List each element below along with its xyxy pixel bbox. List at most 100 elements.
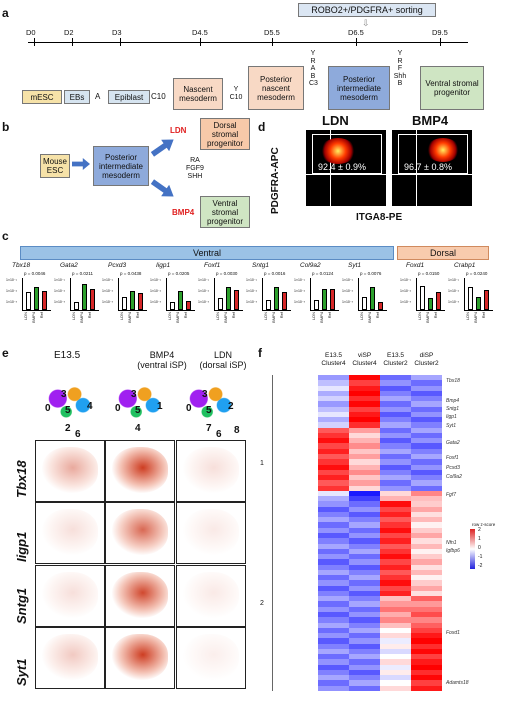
heatmap-cell — [411, 617, 442, 624]
factors-label: RA FGF9 SHH — [186, 157, 204, 180]
day-tick — [34, 38, 35, 46]
qpcr-ytick: 1×10⁻¹ — [198, 278, 209, 282]
heatmap-cell — [349, 596, 380, 602]
dendro-line — [272, 375, 273, 691]
heatmap-cell — [318, 543, 349, 550]
qpcr-bar — [362, 296, 367, 310]
heatmap-cell — [411, 559, 442, 566]
ventral-band: Ventral — [20, 246, 394, 260]
qpcr-ytick: 1×10⁻² — [102, 289, 113, 293]
qpcr-xlabel: BMP4 — [367, 312, 372, 323]
qpcr-ytick: 1×10⁻³ — [400, 300, 411, 304]
treat-a: A — [95, 92, 101, 101]
gene-title: Iigp1 — [156, 262, 171, 269]
qpcr-xlabel: Ref — [135, 312, 140, 319]
heatmap-cell — [411, 385, 442, 392]
heatmap-cell — [411, 527, 442, 534]
qpcr-xlabel: LDN — [71, 312, 76, 321]
qpcr-ytick: 1×10⁻¹ — [294, 278, 305, 282]
day-tick — [356, 38, 357, 46]
day-label: D2 — [64, 28, 74, 37]
heatmap-cell — [318, 406, 349, 413]
heatmap-cell — [380, 654, 411, 660]
heatmap-cell — [411, 459, 442, 466]
heatmap-cell — [318, 438, 349, 444]
heatmap-cell — [349, 654, 380, 660]
qpcr-ytick: 1×10⁻² — [198, 289, 209, 293]
p-value: p = 0.0124 — [312, 271, 334, 276]
heatmap-gene-label: Tbx18 — [446, 378, 460, 384]
heatmap-cell — [349, 517, 380, 523]
zscore-tick: -1 — [478, 554, 483, 560]
heatmap-cell — [411, 533, 442, 539]
heatmap-cell — [411, 548, 442, 555]
qpcr-bar — [34, 286, 39, 310]
heatmap-gene-label: Bmp4 — [446, 398, 460, 404]
day-label: D9.5 — [432, 28, 448, 37]
flow-hline — [306, 174, 386, 175]
cluster-label: 3 — [61, 389, 67, 400]
heatmap-cell — [380, 406, 411, 413]
heatmap-cell — [411, 627, 442, 634]
row-group-2: 2 — [260, 600, 264, 607]
heatmap-cell — [411, 454, 442, 460]
stage-mesc: mESC — [22, 90, 62, 104]
qpcr-xlabel: BMP4 — [175, 312, 180, 323]
heatmap-cell — [349, 417, 380, 423]
umap-cloud — [111, 381, 167, 425]
heatmap-cell — [349, 680, 380, 687]
heatmap-cell — [380, 648, 411, 655]
treat-yrfshhb: Y R F Shh B — [393, 50, 407, 87]
heatmap-cell — [349, 569, 380, 576]
p-value: p = 0.0150 — [418, 271, 440, 276]
heatmap-cell — [349, 475, 380, 481]
qpcr-ytick: 1×10⁻² — [448, 289, 459, 293]
heatmap-cell — [349, 559, 380, 566]
heatmap-cell — [411, 538, 442, 545]
qpcr-bar — [274, 286, 279, 310]
qpcr-xlabel: Ref — [231, 312, 236, 319]
cluster-label: 8 — [234, 425, 240, 436]
qpcr-ytick: 1×10⁻¹ — [6, 278, 17, 282]
umap-panel — [176, 440, 246, 502]
qpcr-bar — [130, 290, 135, 310]
heatmap-cell — [411, 522, 442, 529]
qpcr-bar — [266, 299, 271, 310]
heatmap-cell — [349, 490, 380, 497]
arrow-to-pim — [72, 158, 90, 170]
heatmap-cell — [349, 480, 380, 487]
heatmap-cell — [349, 469, 380, 476]
qpcr-xlabel: Ref — [279, 312, 284, 319]
cluster-label: 4 — [87, 401, 93, 412]
heatmap-cell — [411, 496, 442, 502]
flow-plot-bmp4: 96.7 ± 0.8% — [392, 130, 472, 206]
heatmap-cell — [349, 375, 380, 381]
qpcr-bar — [82, 283, 87, 310]
heatmap-cell — [380, 559, 411, 566]
heatmap-cell — [380, 464, 411, 471]
flow-ylabel: PDGFRA-APC — [270, 147, 281, 214]
cluster-label: 2 — [65, 423, 71, 434]
heatmap-cell — [380, 506, 411, 513]
heatmap-cell — [411, 517, 442, 523]
umap-panel — [35, 440, 105, 502]
qpcr-xlabel: BMP4 — [473, 312, 478, 323]
arrow-down — [148, 176, 177, 202]
flow-gate — [312, 134, 382, 174]
heatmap-cell — [411, 569, 442, 576]
umap-expression — [42, 634, 98, 680]
heatmap-cell — [380, 685, 411, 692]
zscore-tick: 1 — [478, 536, 481, 542]
heatmap-gene-label: Gata2 — [446, 440, 460, 446]
flow-plot-ldn: 92.4 ± 0.9% — [306, 130, 386, 206]
heatmap-cell — [411, 480, 442, 487]
qpcr-xlabel: BMP4 — [271, 312, 276, 323]
heatmap-cell — [411, 390, 442, 397]
qpcr-xlabel: LDN — [119, 312, 124, 321]
heatmap-cell — [318, 664, 349, 671]
heatmap-gene-label: Pcxd3 — [446, 465, 460, 471]
panel-d-label: d — [258, 120, 266, 134]
panel-a-label: a — [2, 6, 9, 20]
flow-gate — [398, 134, 468, 174]
qpcr-bar — [178, 291, 183, 310]
